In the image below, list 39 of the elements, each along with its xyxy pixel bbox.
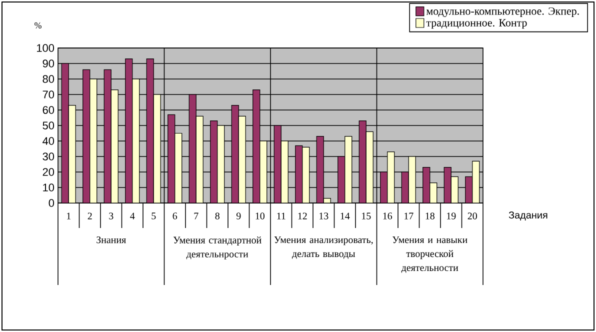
- y-tick-label: 70: [42, 90, 54, 98]
- y-tick-label: 10: [43, 184, 54, 192]
- x-tick-label: 17: [404, 212, 414, 220]
- x-tick-label: 15: [362, 212, 371, 220]
- y-tick-label: 60: [42, 106, 54, 114]
- x-tick-label: 1: [67, 212, 71, 220]
- y-tick-label: 100: [37, 44, 54, 52]
- y-tick-label: 80: [42, 75, 54, 83]
- x-tick-label: 7: [194, 212, 198, 220]
- x-tick-label: 13: [320, 212, 328, 220]
- y-tick-label: 0: [48, 199, 54, 207]
- x-tick-label: 12: [298, 212, 307, 220]
- x-tick-label: 2: [88, 212, 92, 220]
- x-tick-label: 9: [236, 212, 241, 220]
- y-tick-label: 50: [42, 122, 54, 130]
- y-tick-label: 40: [42, 137, 54, 145]
- x-tick-label: 10: [256, 212, 264, 220]
- y-tick-label: 30: [42, 152, 54, 160]
- x-tick-label: 11: [277, 212, 286, 220]
- text: Умения и навыки творческой деятельности: [392, 236, 468, 273]
- x-tick-label: 19: [447, 212, 456, 220]
- x-tick-label: 14: [340, 212, 350, 220]
- y-tick-label: 20: [42, 168, 54, 176]
- x-tick-label: 8: [215, 212, 220, 220]
- legend-label: модульно-компьютерное. Экпер.: [426, 7, 579, 18]
- x-tick-label: 20: [468, 212, 477, 220]
- y-tick-label: 90: [42, 60, 54, 68]
- x-tick-label: 18: [426, 212, 434, 220]
- legend-label: традиционное. Контр: [426, 19, 527, 29]
- x-tick-label: 16: [383, 212, 392, 220]
- x-tick-label: 3: [109, 212, 114, 220]
- x-tick-label: 6: [172, 212, 178, 220]
- x-axis-title: Задания: [508, 212, 548, 220]
- x-tick-label: 5: [152, 212, 156, 220]
- text: Умения стандартной деятельнрости: [173, 236, 262, 260]
- text: Умения анализировать, делать выводы: [274, 236, 373, 259]
- y-axis-title: %: [34, 22, 42, 28]
- text: Знания: [96, 236, 126, 244]
- x-tick-label: 4: [130, 212, 135, 220]
